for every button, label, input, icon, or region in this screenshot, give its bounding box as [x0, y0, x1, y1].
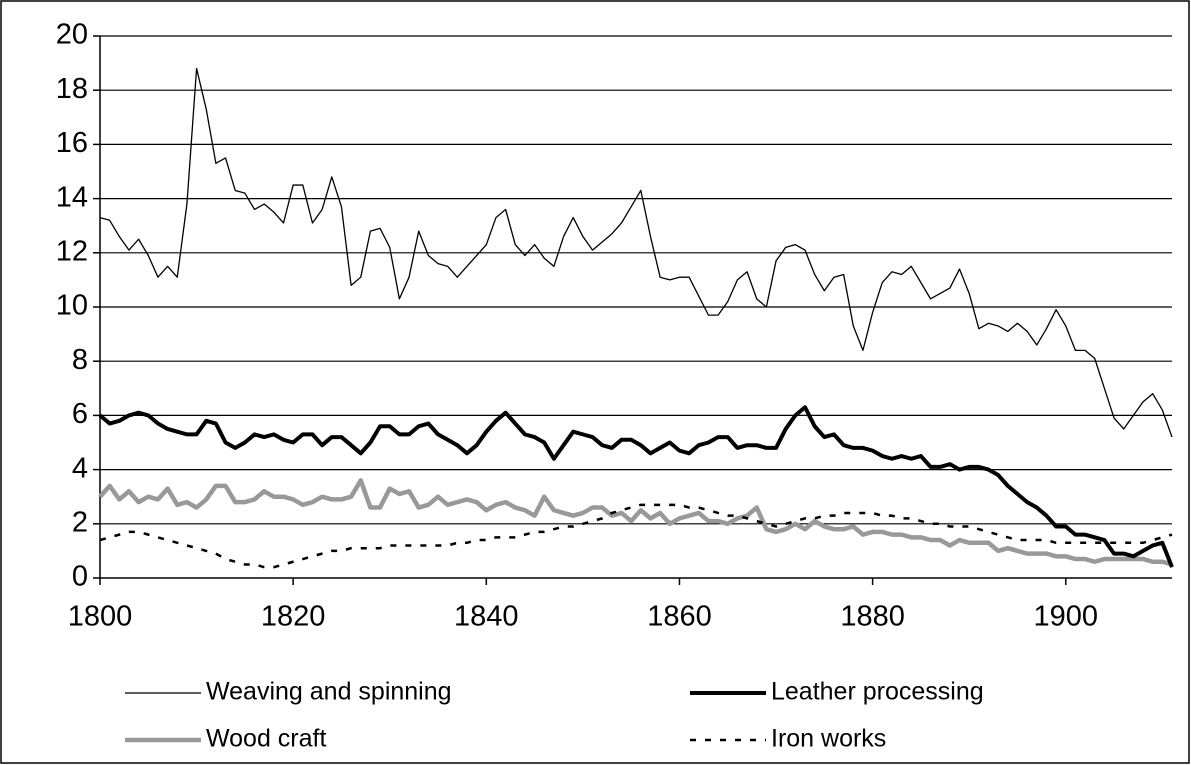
x-tick-label: 1880: [840, 601, 905, 633]
x-tick-label: 1800: [68, 601, 133, 633]
legend-label: Weaving and spinning: [206, 678, 452, 706]
y-tick-label: 16: [56, 127, 88, 159]
series-line: [98, 405, 1174, 568]
y-tick-label: 10: [56, 290, 88, 322]
y-tick-label: 12: [56, 235, 88, 267]
series-line: [99, 67, 1173, 438]
y-tick-label: 8: [72, 344, 88, 376]
x-tick-label: 1820: [261, 601, 326, 633]
series-line: [98, 478, 1173, 567]
series-line: [99, 503, 1173, 569]
y-tick-label: 14: [56, 181, 88, 213]
y-tick-label: 6: [72, 398, 88, 430]
x-tick-label: 1900: [1034, 601, 1099, 633]
y-tick-label: 20: [56, 19, 88, 51]
y-tick-label: 18: [56, 73, 88, 105]
y-tick-label: 4: [72, 452, 88, 484]
x-tick-label: 1840: [454, 601, 519, 633]
legend-label: Wood craft: [206, 725, 326, 753]
legend-label: Iron works: [771, 725, 886, 753]
x-tick-label: 1860: [647, 601, 712, 633]
y-tick-label: 2: [72, 506, 88, 538]
legend-label: Leather processing: [771, 678, 984, 706]
y-tick-label: 0: [72, 561, 88, 593]
